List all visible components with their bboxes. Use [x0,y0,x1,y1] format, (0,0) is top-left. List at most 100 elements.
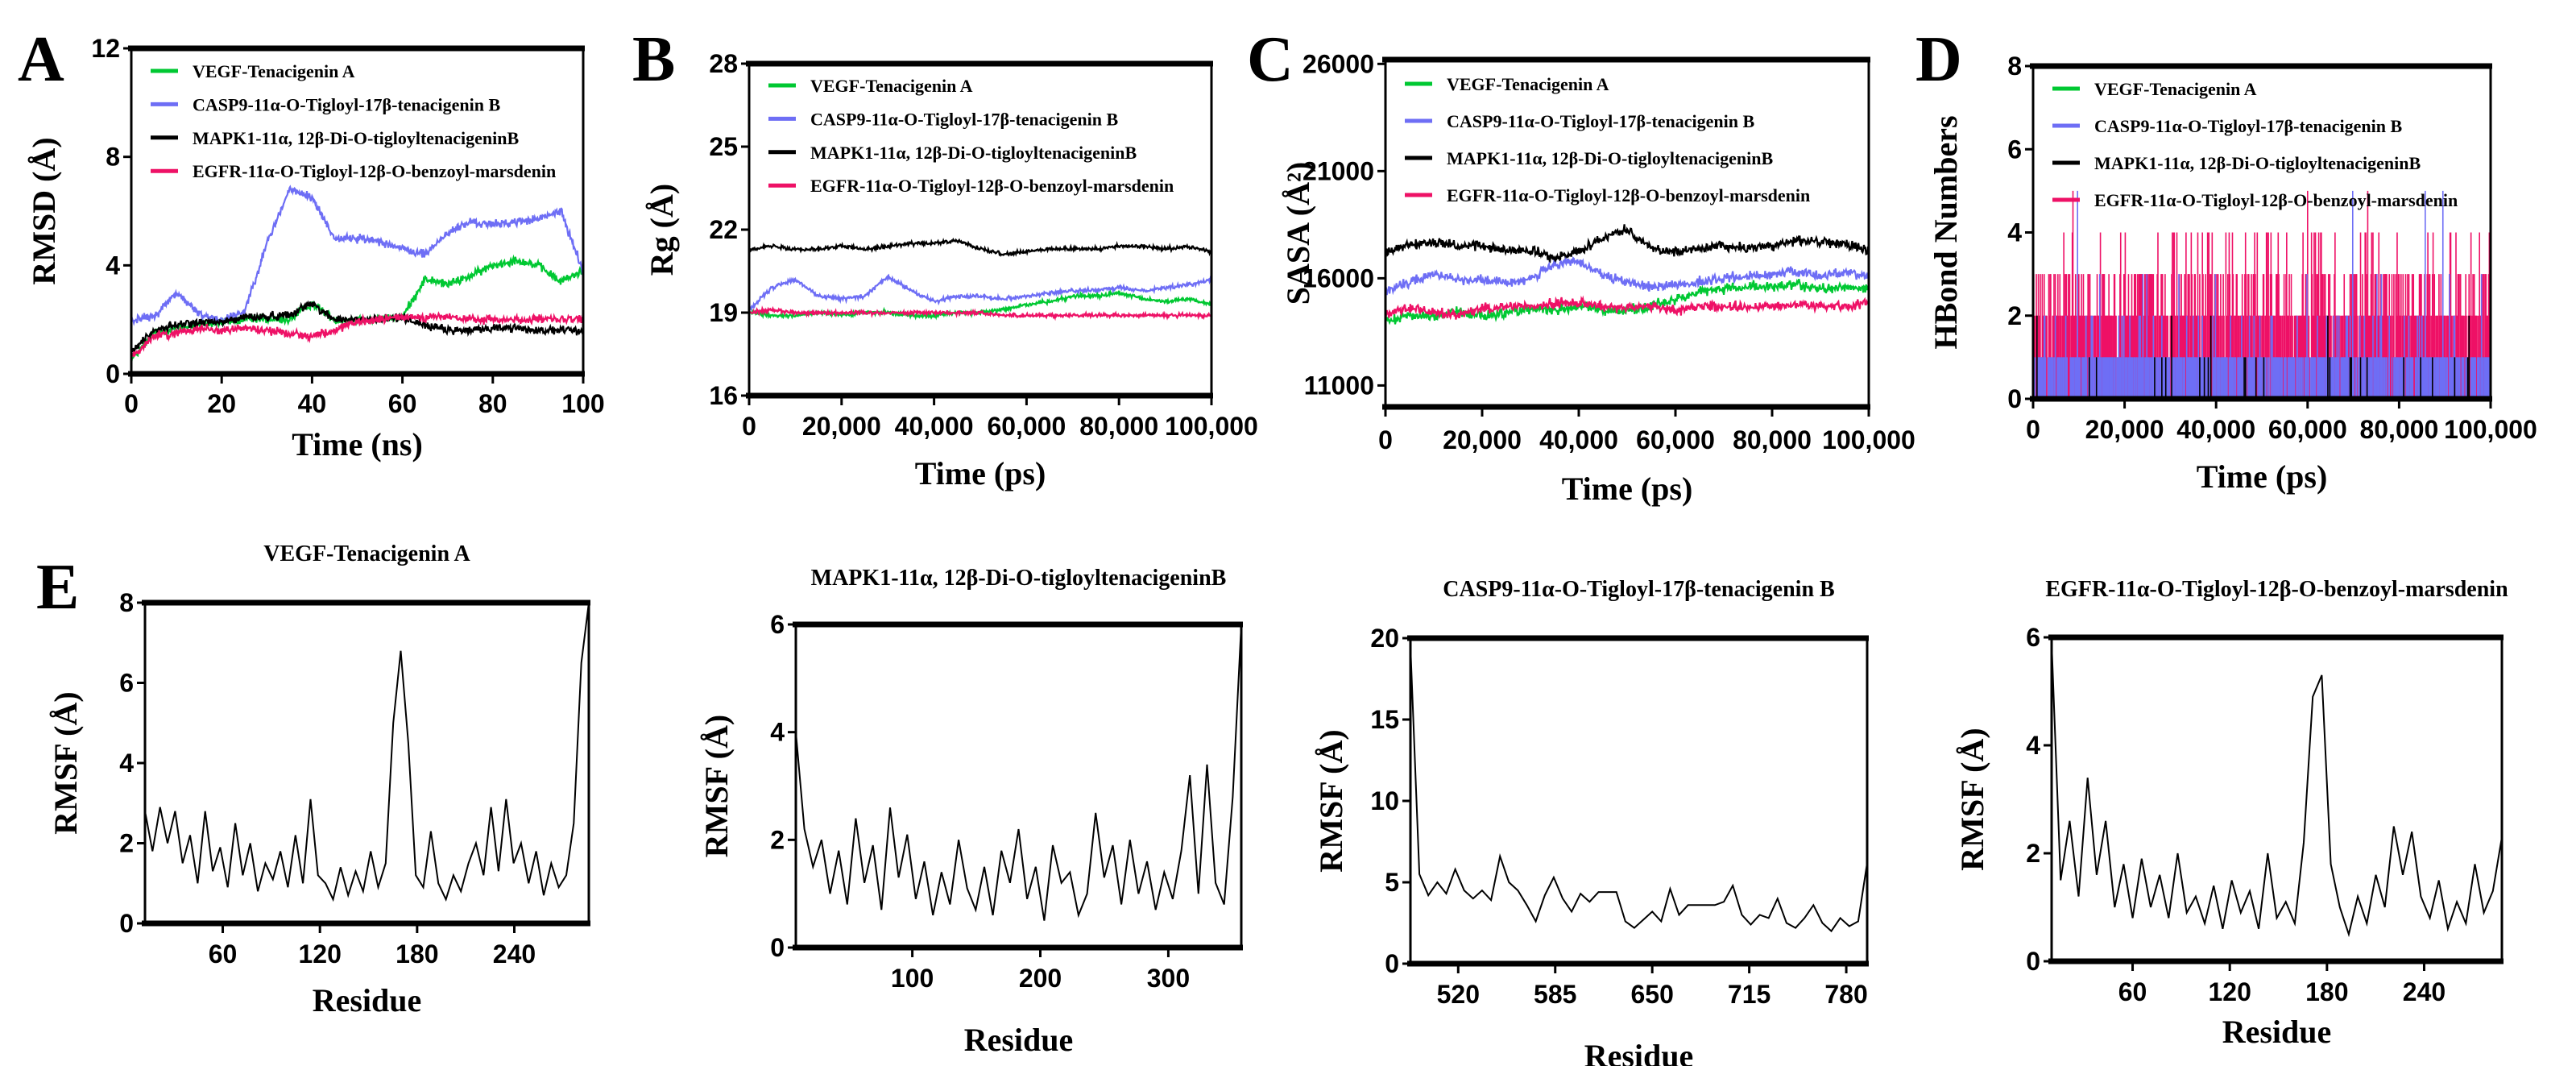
x-tick-label: 40,000 [2176,415,2255,444]
legend-label-vegf: VEGF-Tenacigenin A [2094,79,2257,99]
y-tick-label: 2 [2026,839,2040,868]
y-tick-label: 21000 [1302,156,1374,185]
legend: VEGF-Tenacigenin A CASP9-11α-O-Tigloyl-17… [768,76,1174,196]
x-tick-label: 240 [2403,977,2446,1006]
plot-area [131,185,583,365]
chart-5: 0 2 4 6 8 60 120 180 240 Residue RMSF (Å) VEGF-Tena… [48,541,590,1018]
x-tick-label: 780 [1824,980,1867,1009]
y-axis-title: RMSD (Å) [26,137,62,284]
legend-label-vegf: VEGF-Tenacigenin A [810,76,973,96]
series-line-casp9 [131,185,583,326]
y-tick-label: 4 [106,251,120,280]
panel-letter-a: A [18,24,64,95]
x-axis-title: Residue [964,1022,1074,1058]
legend: VEGF-Tenacigenin A CASP9-11α-O-Tigloyl-17… [2052,79,2458,210]
legend-label-vegf: VEGF-Tenacigenin A [1447,74,1609,94]
series-line-vegf [131,254,583,365]
x-tick-label: 240 [493,939,536,969]
panel-letter-d: D [1915,24,1962,95]
series-line-egfr [131,311,583,358]
chart-title: CASP9-11α-O-Tigloyl-17β-tenacigenin B [1443,577,1834,602]
series-line-mapk1 [749,237,1211,258]
x-tick-label: 80,000 [1079,412,1158,441]
x-tick-label: 180 [2305,977,2348,1006]
x-tick-label: 60 [388,389,417,418]
x-tick-label: 120 [298,939,341,969]
x-axis-title: Residue [2222,1014,2332,1050]
plot-area [1410,646,1867,933]
rmsf-line [2052,642,2502,938]
y-tick-label: 8 [119,588,134,617]
chart-1: 0 4 8 12 0 20 40 60 80 100 Time (ns) RMSD (Å) VEGF-T… [26,34,605,462]
y-tick-label: 0 [2007,384,2022,413]
plot-area [1385,224,1869,326]
chart-4: 0 2 4 6 8 0 20,000 40,000 60,000 80,000 100,000 Tim… [1928,52,2537,495]
x-tick-label: 180 [396,939,438,969]
y-tick-label: 28 [709,49,738,78]
chart-title: VEGF-Tenacigenin A [263,541,470,566]
y-tick-label: 2 [2007,301,2022,330]
x-tick-label: 715 [1728,980,1770,1009]
y-tick-label: 0 [2026,947,2040,976]
x-tick-label: 120 [2208,977,2251,1006]
x-tick-label: 0 [2026,415,2040,444]
panel-letter-e: E [36,552,79,623]
x-axis-title: Time (ps) [1562,471,1693,507]
x-tick-label: 60,000 [987,412,1066,441]
rmsf-line [145,602,589,902]
y-axis-title: RMSF (Å) [698,715,735,857]
y-tick-label: 0 [106,359,120,388]
legend-label-casp9: CASP9-11α-O-Tigloyl-17β-tenacigenin B [2094,116,2403,136]
legend-label-vegf: VEGF-Tenacigenin A [193,61,355,81]
x-tick-label: 650 [1630,980,1673,1009]
y-tick-label: 2 [770,825,785,854]
plot-area [749,237,1211,321]
plot-area [2033,190,2491,399]
y-tick-label: 4 [119,749,134,778]
y-tick-label: 8 [106,143,120,172]
x-tick-label: 0 [124,389,139,418]
legend-label-egfr: EGFR-11α-O-Tigloyl-12β-O-benzoyl-marsden… [810,176,1174,196]
x-tick-label: 100,000 [2444,415,2537,444]
legend-label-egfr: EGFR-11α-O-Tigloyl-12β-O-benzoyl-marsden… [1447,185,1810,205]
x-tick-label: 40,000 [895,412,974,441]
y-tick-label: 6 [2007,135,2022,164]
x-tick-label: 60 [209,939,238,969]
y-tick-label: 25 [709,132,738,161]
chart-8: 0 2 4 6 60 120 180 240 Residue RMSF (Å) EGFR-11α-O… [1954,577,2508,1050]
x-tick-label: 20,000 [1443,425,1522,454]
legend-label-mapk1: MAPK1-11α, 12β-Di-O-tigloyltenacigeninB [1447,148,1773,168]
x-axis-title: Time (ps) [2197,458,2328,495]
y-tick-label: 16 [709,381,738,410]
chart-7: 0 5 10 15 20 520 585 650 715 780 Residue RMSF (Å) CA… [1313,577,1869,1066]
x-tick-label: 100,000 [1822,425,1915,454]
y-tick-label: 19 [709,298,738,327]
chart-6: 0 2 4 6 100 200 300 Residue RMSF (Å) MAPK1-11α, 1… [698,566,1243,1058]
x-tick-label: 100 [561,389,604,418]
y-tick-label: 0 [119,909,134,938]
y-tick-label: 6 [770,610,785,639]
panel-letter-b: B [632,24,675,95]
x-tick-label: 200 [1019,964,1062,993]
legend-label-mapk1: MAPK1-11α, 12β-Di-O-tigloyltenacigeninB [2094,153,2421,173]
y-tick-label: 4 [2026,731,2040,760]
legend-label-mapk1: MAPK1-11α, 12β-Di-O-tigloyltenacigeninB [193,128,519,148]
rmsf-line [796,624,1241,921]
y-tick-label: 10 [1370,786,1399,815]
y-axis-title: HBond Numbers [1928,115,1964,349]
y-tick-label: 15 [1370,705,1399,734]
x-tick-label: 100,000 [1165,412,1258,441]
x-tick-label: 60,000 [1636,425,1715,454]
series-line-mapk1 [1385,224,1869,263]
plot-area [796,624,1241,921]
x-tick-label: 40 [298,389,327,418]
y-tick-label: 6 [119,669,134,698]
legend-label-mapk1: MAPK1-11α, 12β-Di-O-tigloyltenacigeninB [810,143,1137,163]
x-tick-label: 100 [891,964,934,993]
series-line-egfr [1385,295,1869,321]
x-axis-title: Time (ns) [292,426,423,462]
x-tick-label: 0 [1378,425,1393,454]
legend-label-egfr: EGFR-11α-O-Tigloyl-12β-O-benzoyl-marsden… [2094,190,2458,210]
x-tick-label: 20,000 [802,412,881,441]
